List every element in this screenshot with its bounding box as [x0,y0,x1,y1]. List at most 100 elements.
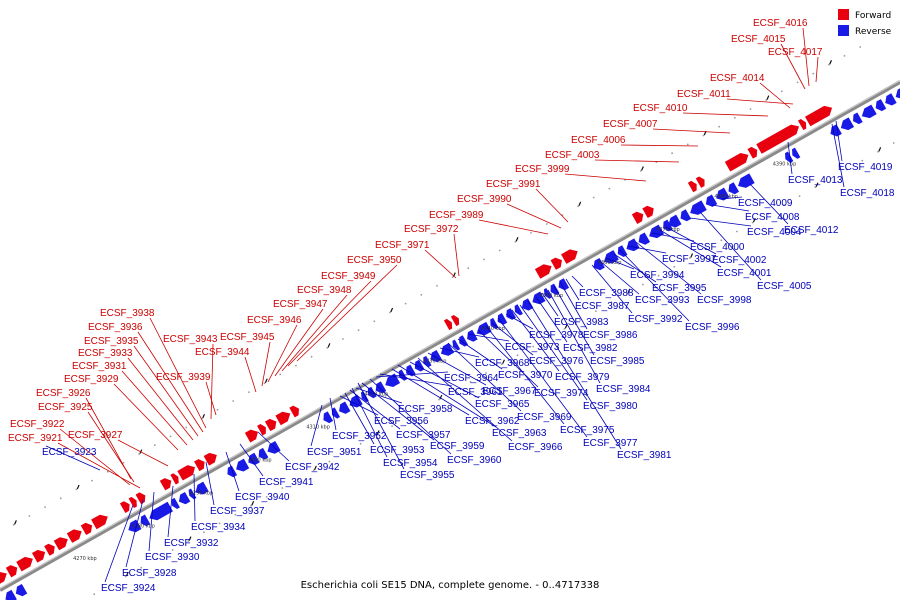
leader-line [225,451,240,492]
leader-line [477,329,539,388]
track-mark [125,571,129,577]
leader-line [193,473,196,522]
reverse-gene-label: ECSF_4008 [745,212,800,223]
reverse-gene [452,339,461,351]
forward-gene-label: ECSF_3939 [156,372,211,383]
track-mark [14,520,17,525]
leader-line [244,356,257,393]
track-dot [138,453,141,455]
forward-gene-label: ECSF_4007 [603,119,658,130]
track-dot [467,267,470,270]
leader-line [121,370,188,446]
reverse-gene-label: ECSF_3940 [235,492,290,503]
leader-line [344,392,375,445]
leader-line [267,324,298,383]
track-dot [767,212,770,215]
kbp-ticks: 4270 kbp 4280 kbp 4290 kbp 4300 kbp 4310 kbp… [73,161,796,562]
leader-line [310,404,323,447]
track-dot [498,249,501,252]
track-dot [312,469,315,472]
reverse-gene-label: ECSF_3934 [191,522,246,533]
track-dot [153,444,156,447]
track-dot [310,355,313,358]
reverse-gene [840,117,855,131]
reverse-gene [195,481,209,495]
reverse-gene [738,173,755,188]
track-dot [250,504,252,507]
kbp-tick-label: 4270 kbp [73,556,97,562]
leader-line [104,504,134,583]
reverse-gene [785,151,794,163]
kbp-tick-label: 4330 kbp [423,359,447,365]
legend-forward-label: Forward [855,11,891,21]
reverse-gene-label: ECSF_3969 [517,412,572,423]
leader-line [699,211,762,281]
forward-gene [264,418,277,432]
track-dot [657,274,660,277]
reverse-gene-label: ECSF_3995 [652,283,707,294]
track-dot [422,407,425,410]
leader-line [559,281,588,330]
track-dot [516,354,519,357]
kbp-tick-label: 4390 kbp [773,161,797,167]
leader-line [478,219,549,235]
reverse-gene-label: ECSF_4005 [757,281,812,292]
reverse-gene-label: ECSF_3932 [164,538,219,549]
leader-line [349,389,401,430]
track-dot [830,177,832,180]
leader-line [485,325,565,425]
forward-gene [797,118,807,131]
leader-line [453,233,460,277]
reverse-gene [792,147,801,159]
reverse-gene [532,291,546,305]
forward-gene [724,153,749,172]
reverse-gene [248,452,260,466]
reverse-gene-label: ECSF_3966 [508,442,563,453]
reverse-gene-label: ECSF_3980 [583,401,638,412]
leader-line [59,428,131,486]
forward-gene [289,405,299,418]
leader-line [357,382,405,470]
kbp-tick-label: 4280 kbp [131,523,155,529]
forward-gene-label: ECSF_3933 [78,348,133,359]
leader-line [635,241,702,295]
leader-line [682,112,769,117]
track-dot [106,470,109,473]
forward-gene [695,176,705,188]
track-mark [502,359,505,364]
forward-gene-label: ECSF_3948 [297,285,352,296]
track-dot [718,125,720,128]
leader-line [167,485,174,538]
leader-line [149,317,207,429]
forward-gene [450,314,460,327]
track-dot [702,134,705,137]
reverse-gene [140,514,151,527]
leader-line [85,397,132,480]
track-dot [626,292,629,295]
track-dot [845,168,848,171]
leader-line [439,347,480,358]
track-dot [12,523,15,526]
leader-line [759,82,791,109]
reverse-gene [15,583,28,597]
forward-gene-label: ECSF_3929 [64,374,119,385]
reverse-gene-label: ECSF_3963 [492,428,547,439]
track-dot [122,462,125,464]
leader-line [665,226,717,255]
forward-gene-label: ECSF_3950 [347,255,402,266]
reverse-gene-label: ECSF_3968 [475,358,530,369]
leader-line [519,304,588,401]
forward-gene [275,411,291,426]
track-dot [671,152,673,155]
leader-line [137,331,204,433]
leader-line [620,144,699,147]
leader-line [571,275,584,288]
track-mark [376,430,380,435]
forward-gene-label: ECSF_4011 [677,89,731,100]
track-dot [577,205,579,208]
track-dot [265,496,268,498]
track-dot [232,400,235,402]
leader-line [133,345,199,437]
forward-gene-label: ECSF_3946 [247,315,302,326]
